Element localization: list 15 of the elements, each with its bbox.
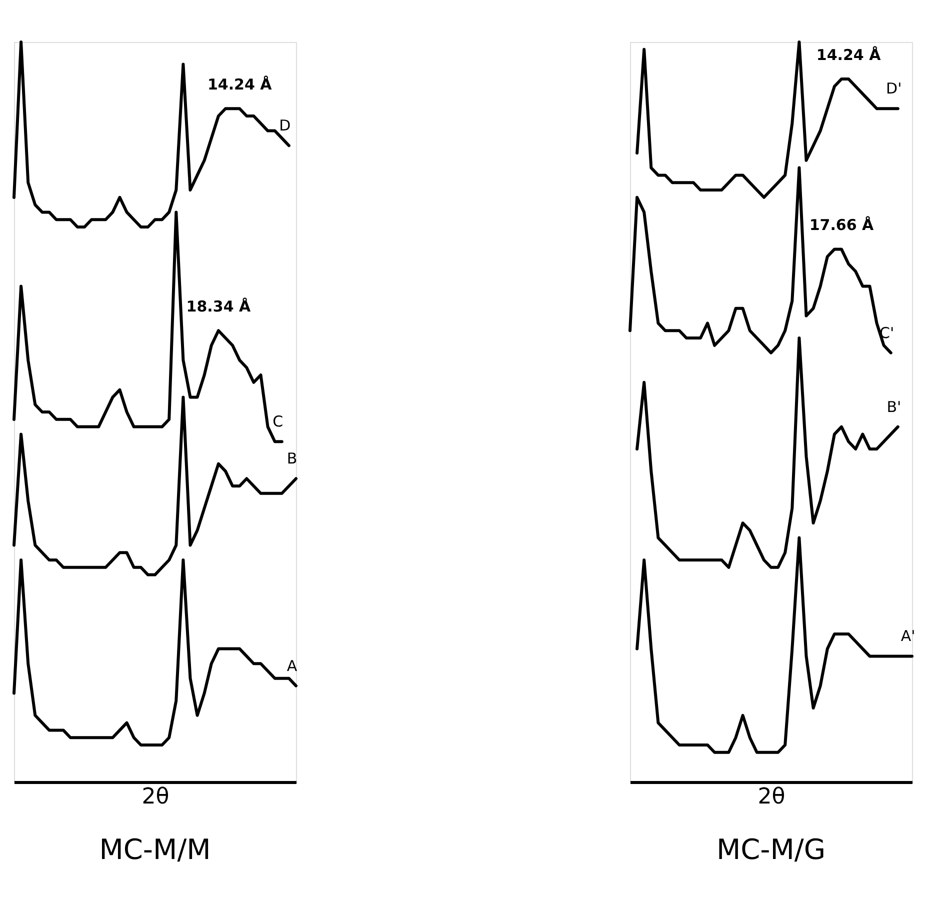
series-label: D' bbox=[886, 80, 902, 98]
annotation: 14.24 Å bbox=[207, 76, 272, 94]
text: MC-M/G bbox=[716, 833, 826, 866]
x-axis-title: 2θ bbox=[758, 784, 786, 810]
series-label: A' bbox=[900, 627, 916, 646]
text: MC-M/M bbox=[99, 833, 211, 866]
series-label: B bbox=[286, 450, 298, 468]
series-label: C bbox=[272, 412, 284, 431]
annotation: 17.66 Å bbox=[809, 216, 874, 234]
x-axis-title: 2θ bbox=[142, 784, 170, 810]
annotation: 18.34 Å bbox=[186, 298, 251, 316]
series-label: B' bbox=[886, 398, 902, 416]
series-label: D bbox=[279, 116, 291, 135]
series-label: A bbox=[286, 656, 298, 675]
annotation: 14.24 Å bbox=[816, 46, 882, 64]
